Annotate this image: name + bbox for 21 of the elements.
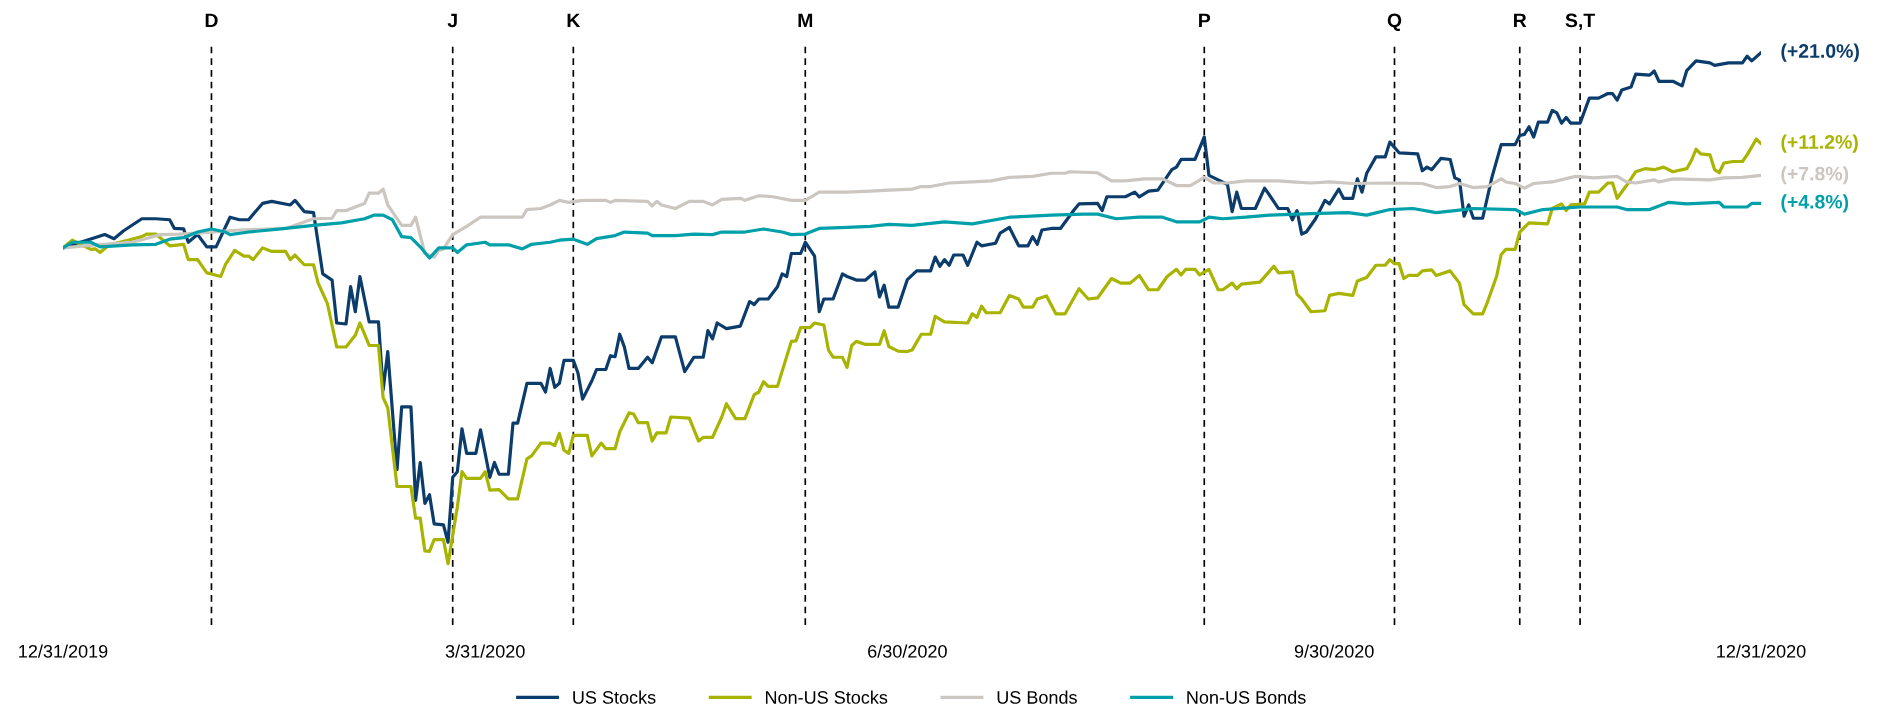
annotation: (+21.0%) xyxy=(1781,43,1859,62)
legend-label: Non-US Bonds xyxy=(1187,690,1306,704)
annotation: (+4.8%) xyxy=(1781,194,1849,213)
x-tick-label: 6/30/2020 xyxy=(868,644,947,658)
ref-line-label: P xyxy=(1199,13,1211,28)
legend-label: US Stocks xyxy=(573,690,656,704)
ref-line-label: D xyxy=(205,13,218,28)
x-tick-label: 3/31/2020 xyxy=(445,644,525,658)
ref-line-label: K xyxy=(567,13,581,28)
ref-line-label: Q xyxy=(1387,13,1402,31)
x-tick-label: 12/31/2019 xyxy=(19,644,108,658)
x-tick-label: 12/31/2020 xyxy=(1717,644,1806,658)
legend-label: US Bonds xyxy=(997,690,1077,704)
annotation: (+7.8%) xyxy=(1781,166,1849,185)
x-tick-label: 9/30/2020 xyxy=(1294,644,1374,658)
ref-line-label: R xyxy=(1514,13,1527,28)
annotation: (+11.2%) xyxy=(1781,134,1858,153)
legend-label: Non-US Stocks xyxy=(765,690,888,704)
ref-line-label: S,T xyxy=(1565,13,1595,31)
ref-line-label: M xyxy=(798,13,813,28)
ref-line-label: J xyxy=(447,13,457,28)
